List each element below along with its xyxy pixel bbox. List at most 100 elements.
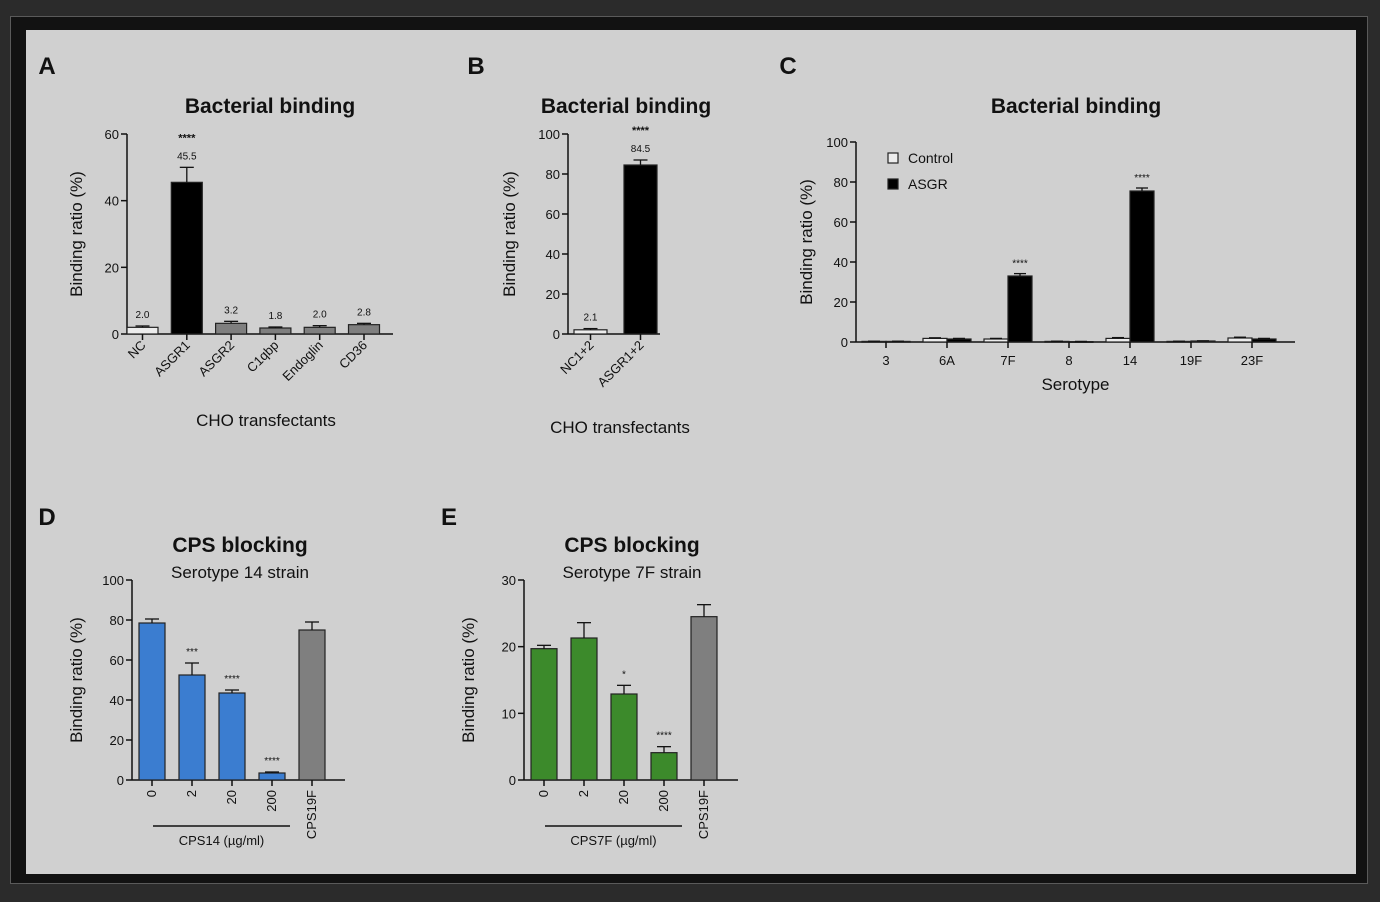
chart-panel-b: B Bacterial binding Binding ratio (%) 0 20 40… xyxy=(467,53,711,437)
data-label: 2.8 xyxy=(357,307,371,318)
y-tick-label: 30 xyxy=(502,573,516,588)
x-category-label: Endoglin xyxy=(279,338,325,384)
y-tick-label: 40 xyxy=(834,255,848,270)
y-tick-label: 60 xyxy=(110,653,124,668)
x-axis-label: Serotype xyxy=(1041,375,1109,394)
x-category-label: 0 xyxy=(536,790,551,797)
y-tick-label: 40 xyxy=(546,247,560,262)
x-category-label: 20 xyxy=(616,790,631,804)
x-category-label: 6A xyxy=(939,353,955,368)
bar xyxy=(650,752,678,781)
y-tick-label: 40 xyxy=(105,194,119,209)
significance-marker: **** xyxy=(264,756,280,767)
group-label: CPS14 (µg/ml) xyxy=(179,833,265,848)
y-axis-label: Binding ratio (%) xyxy=(67,171,86,297)
bar xyxy=(530,648,558,781)
data-label: 3.2 xyxy=(224,305,238,316)
x-category-label: 200 xyxy=(656,790,671,812)
bar xyxy=(690,616,718,781)
significance-marker: *** xyxy=(186,647,198,658)
y-tick-label: 20 xyxy=(110,733,124,748)
data-label: 1.8 xyxy=(268,311,282,322)
significance-marker: **** xyxy=(224,674,240,685)
y-tick-label: 20 xyxy=(546,287,560,302)
y-tick-label: 100 xyxy=(538,127,560,142)
legend-swatch-asgr xyxy=(887,178,899,190)
legend-swatch-control xyxy=(887,152,899,164)
data-label: 2.1 xyxy=(584,313,598,324)
x-axis-label: CHO transfectants xyxy=(550,418,690,437)
group-label: CPS7F (µg/ml) xyxy=(570,833,656,848)
y-tick-label: 60 xyxy=(105,127,119,142)
y-tick-label: 0 xyxy=(553,327,560,342)
x-category-label: ASGR1+2 xyxy=(594,338,646,390)
y-axis-label: Binding ratio (%) xyxy=(459,617,478,743)
bar xyxy=(218,692,246,781)
data-label: 45.5 xyxy=(177,151,197,162)
y-tick-label: 20 xyxy=(105,260,119,275)
chart-subtitle: Serotype 7F strain xyxy=(563,563,702,582)
bar xyxy=(170,181,203,335)
panel-letter-d: D xyxy=(38,504,55,531)
x-category-label: 8 xyxy=(1065,353,1072,368)
x-category-label: 0 xyxy=(144,790,159,797)
panel-letter-a: A xyxy=(38,53,55,80)
chart-panel-c: C Bacterial binding Binding ratio (%) 0 20 40… xyxy=(779,53,1295,394)
panel-letter-c: C xyxy=(779,53,796,80)
bar xyxy=(259,327,292,335)
chart-title: CPS blocking xyxy=(564,534,699,557)
panel-letter-b: B xyxy=(467,53,484,80)
bar xyxy=(347,324,381,335)
legend-label: ASGR xyxy=(908,176,948,192)
x-category-label: 200 xyxy=(264,790,279,812)
bar xyxy=(623,164,658,335)
x-category-label: 19F xyxy=(1180,353,1202,368)
bar-asgr xyxy=(1129,190,1155,343)
y-tick-label: 80 xyxy=(834,175,848,190)
data-label: 2.0 xyxy=(136,310,150,321)
bar xyxy=(298,629,326,781)
bar xyxy=(570,637,598,781)
x-axis-label: CHO transfectants xyxy=(196,411,336,430)
x-category-label: ASGR1 xyxy=(151,338,193,380)
y-tick-label: 100 xyxy=(826,135,848,150)
bar-asgr xyxy=(1251,338,1277,343)
y-tick-label: 0 xyxy=(841,335,848,350)
bar xyxy=(138,622,166,781)
y-tick-label: 0 xyxy=(112,327,119,342)
chart-title: Bacterial binding xyxy=(541,95,711,118)
bar-control xyxy=(983,338,1009,343)
significance-marker: **** xyxy=(178,132,196,144)
x-category-label: 20 xyxy=(224,790,239,804)
panel-letter-e: E xyxy=(441,504,457,531)
bar-control xyxy=(1227,337,1253,343)
y-tick-label: 40 xyxy=(110,693,124,708)
y-tick-label: 60 xyxy=(546,207,560,222)
y-axis-label: Binding ratio (%) xyxy=(500,171,519,297)
chart-subtitle: Serotype 14 strain xyxy=(171,563,309,582)
x-category-label: C1qbp xyxy=(244,338,282,376)
x-category-label: CD36 xyxy=(336,338,370,372)
x-category-label: NC xyxy=(125,338,149,362)
legend-label: Control xyxy=(908,150,953,166)
y-tick-label: 80 xyxy=(110,613,124,628)
bar xyxy=(178,674,206,781)
x-category-label: CPS19F xyxy=(696,790,711,839)
y-tick-label: 20 xyxy=(834,295,848,310)
y-tick-label: 80 xyxy=(546,167,560,182)
bar-control xyxy=(1105,337,1131,343)
x-category-label: 2 xyxy=(184,790,199,797)
chart-title: CPS blocking xyxy=(172,534,307,557)
x-category-label: CPS19F xyxy=(304,790,319,839)
y-tick-label: 100 xyxy=(102,573,124,588)
chart-title: Bacterial binding xyxy=(991,95,1161,118)
x-category-label: ASGR2 xyxy=(195,338,237,380)
bar-asgr xyxy=(1007,275,1033,343)
x-category-label: NC1+2 xyxy=(557,338,596,377)
x-category-label: 7F xyxy=(1000,353,1015,368)
chart-panel-d: D CPS blocking Serotype 14 strain Binding r… xyxy=(38,504,345,848)
x-category-label: 2 xyxy=(576,790,591,797)
bar xyxy=(215,322,248,335)
significance-marker: **** xyxy=(656,731,672,742)
